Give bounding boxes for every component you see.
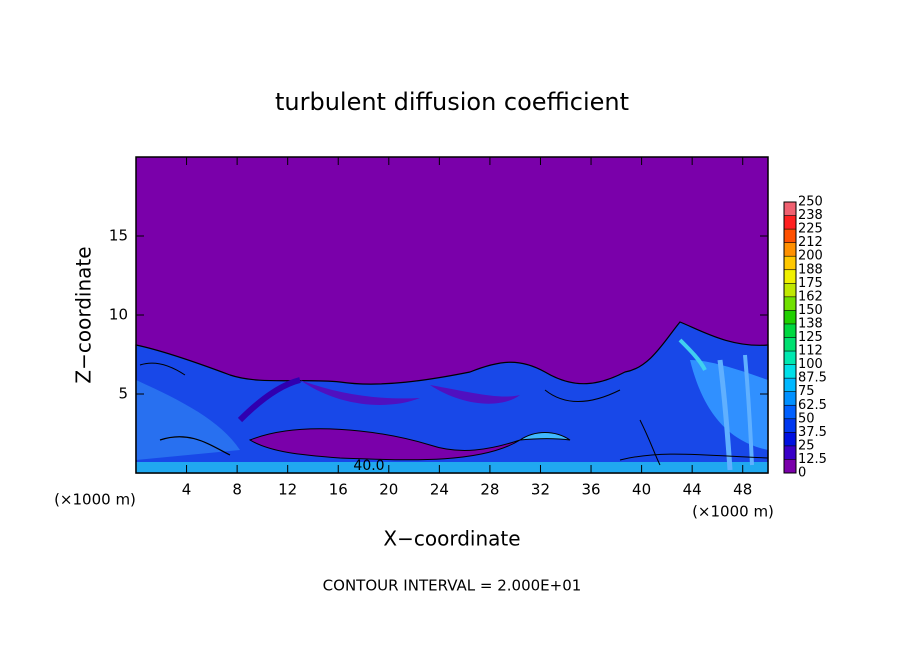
x-tick-label: 44 (683, 481, 702, 499)
colorbar-cell (784, 283, 796, 297)
x-tick-label: 20 (379, 481, 398, 499)
colorbar-label: 162 (798, 289, 823, 304)
colorbar-label: 25 (798, 438, 815, 453)
colorbar-cell (784, 351, 796, 365)
colorbar-label: 112 (798, 344, 823, 359)
x-tick-label: 36 (581, 481, 600, 499)
x-tick-label: 12 (278, 481, 297, 499)
x-unit-label: (×1000 m) (54, 491, 136, 509)
colorbar-cell (784, 337, 796, 352)
colorbar-cell (784, 432, 796, 446)
chart-title: turbulent diffusion coefficient (275, 88, 629, 116)
colorbar-label: 50 (798, 411, 815, 426)
colorbar-label: 12.5 (798, 452, 827, 467)
colorbar-cell (784, 405, 796, 419)
contour-note: CONTOUR INTERVAL = 2.000E+01 (323, 577, 582, 595)
colorbar-cell (784, 269, 796, 284)
colorbar-cell (784, 418, 796, 433)
colorbar-label: 225 (798, 222, 823, 237)
x-axis-label: X−coordinate (383, 527, 520, 551)
colorbar-cell (784, 296, 796, 311)
colorbar-cell (784, 378, 796, 392)
colorbar-label: 250 (798, 195, 823, 210)
colorbar-label: 188 (798, 262, 823, 277)
colorbar-label: 62.5 (798, 398, 827, 413)
colorbar-label: 138 (798, 316, 823, 331)
x-tick-label: 40 (632, 481, 651, 499)
colorbar-label: 125 (798, 330, 823, 345)
x-tick-label: 28 (480, 481, 499, 499)
colorbar-cell (784, 242, 796, 257)
colorbar-cell (784, 202, 796, 216)
colorbar-label: 238 (798, 208, 823, 223)
x-tick-label: 4 (182, 481, 192, 499)
y-axis-label: Z−coordinate (72, 246, 96, 383)
x-tick-label: 32 (531, 481, 550, 499)
colorbar-cell (784, 391, 796, 406)
colorbar-label: 100 (798, 357, 823, 372)
x-tick-label: 8 (232, 481, 242, 499)
colorbar-cell (784, 323, 796, 338)
colorbar-cell (784, 310, 796, 324)
x-tick-label: 16 (329, 481, 348, 499)
colorbar-label: 200 (798, 249, 823, 264)
colorbar-cell (784, 364, 796, 379)
colorbar-label: 175 (798, 276, 823, 291)
colorbar-label: 0 (798, 466, 806, 481)
x-tick-label: 24 (430, 481, 449, 499)
colorbar-label: 150 (798, 303, 823, 318)
y-tick-label: 10 (109, 306, 128, 324)
colorbar-label: 75 (798, 384, 815, 399)
x-unit-label: (×1000 m) (692, 503, 774, 521)
colorbar-label: 212 (798, 235, 823, 250)
colorbar-cell (784, 459, 796, 473)
y-tick-label: 15 (109, 227, 128, 245)
colorbar-cell (784, 256, 796, 270)
colorbar-cell (784, 445, 796, 460)
x-tick-label: 48 (733, 481, 752, 499)
colorbar-label: 37.5 (798, 425, 827, 440)
field (135, 157, 769, 474)
colorbar-cell (784, 215, 796, 230)
contour-label: 40.0 (353, 458, 384, 474)
colorbar-cell (784, 229, 796, 243)
colorbar-label: 87.5 (798, 371, 827, 386)
y-tick-label: 5 (118, 385, 128, 403)
